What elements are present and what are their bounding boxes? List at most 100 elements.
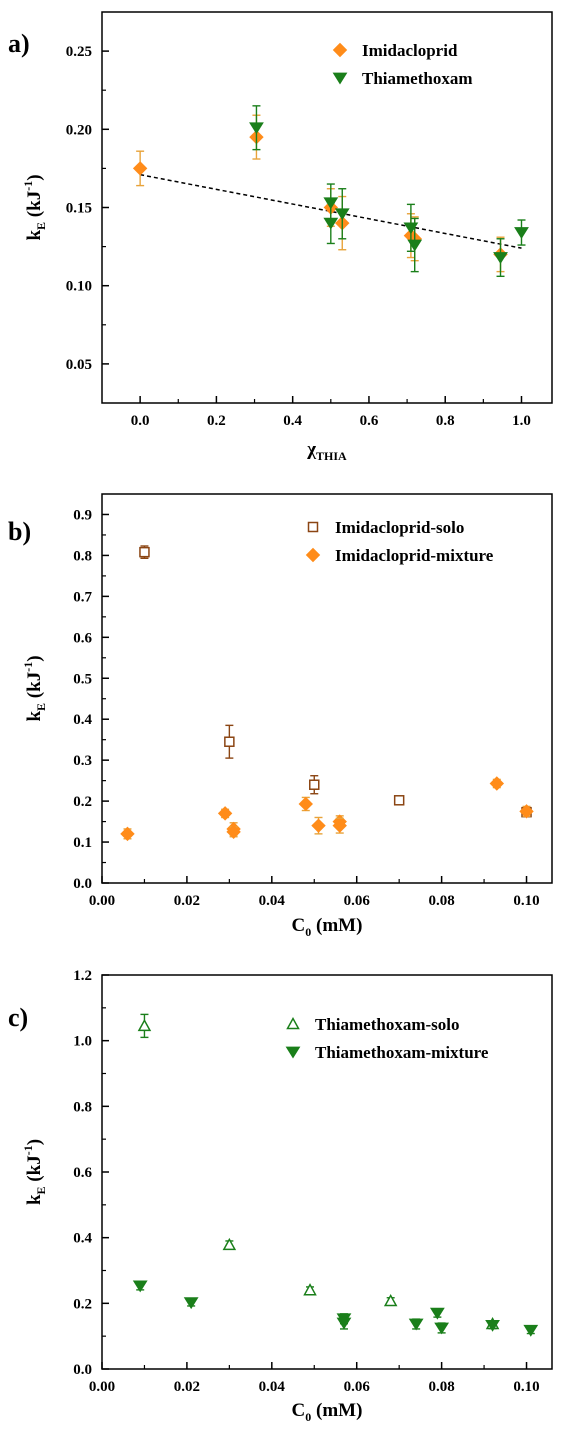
y-tick-label: 1.0 xyxy=(73,1034,92,1050)
y-tick-label: 0.8 xyxy=(73,548,92,564)
x-axis-label-main: C xyxy=(292,1400,306,1421)
x-tick-label: 0.02 xyxy=(174,1379,200,1395)
data-point xyxy=(298,796,313,812)
legend-label: Thiamethoxam xyxy=(362,69,473,88)
y-tick-label: 0.25 xyxy=(66,44,92,60)
x-tick-label: 0.02 xyxy=(174,893,200,909)
y-tick-label: 0.9 xyxy=(73,507,92,523)
x-tick-label: 0.6 xyxy=(360,413,379,429)
legend-marker xyxy=(307,521,319,533)
y-axis-label-main: k xyxy=(24,1194,45,1205)
panel-1: 0.00 0.02 0.04 0.06 0.08 0.10 0.0 0.1 0.2 0.3 0.4 0… xyxy=(8,493,553,939)
legend-marker xyxy=(305,547,321,563)
x-tick-label: 0.8 xyxy=(436,413,455,429)
y-axis-label-sub: E xyxy=(34,1186,48,1194)
x-axis-label: C0 (mM) xyxy=(292,915,363,939)
x-tick-label: 0.00 xyxy=(89,1379,115,1395)
y-tick-label: 0.8 xyxy=(73,1099,92,1115)
y-axis-label: kE (kJ-1) xyxy=(21,1139,48,1205)
y-tick-label: 0.20 xyxy=(66,122,92,138)
y-axis-label-sup: -1 xyxy=(21,181,35,191)
legend-marker xyxy=(286,1016,300,1030)
y-axis-label-sup: -1 xyxy=(21,662,35,672)
data-point xyxy=(336,1317,352,1330)
y-tick-label: 0.4 xyxy=(73,712,92,728)
x-axis-label-sub: THIA xyxy=(316,449,347,463)
series-imidacloprid xyxy=(132,114,508,273)
y-axis-label-unit: (kJ xyxy=(24,1155,45,1186)
data-point xyxy=(323,217,339,230)
y-axis-label-main: k xyxy=(24,230,45,241)
x-tick-label: 1.0 xyxy=(512,413,531,429)
data-point xyxy=(224,736,235,747)
y-axis-label: kE (kJ-1) xyxy=(21,174,48,240)
legend-label: Imidacloprid-solo xyxy=(335,518,464,537)
data-point xyxy=(523,1324,539,1337)
y-tick-label: 0.7 xyxy=(73,589,92,605)
data-point xyxy=(226,824,241,840)
data-point xyxy=(137,1018,152,1032)
y-tick-label: 0.0 xyxy=(73,1362,92,1378)
y-tick-label: 0.6 xyxy=(73,1165,92,1181)
x-tick-label: 0.04 xyxy=(259,1379,286,1395)
panel-label: b) xyxy=(8,517,31,546)
data-point xyxy=(514,227,529,239)
x-tick-label: 0.2 xyxy=(207,413,226,429)
data-point xyxy=(493,252,508,265)
y-tick-label: 0.2 xyxy=(73,1296,92,1312)
legend-label: Thiamethoxam-mixture xyxy=(315,1043,489,1062)
data-point xyxy=(485,1319,500,1332)
series-thiamethoxam xyxy=(249,105,529,278)
data-point xyxy=(303,1283,317,1296)
x-tick-label: 0.06 xyxy=(344,1379,371,1395)
y-axis-label-unit: (kJ xyxy=(24,672,45,703)
y-tick-label: 0.0 xyxy=(73,876,92,892)
plot-frame xyxy=(101,493,553,884)
data-point xyxy=(429,1307,445,1320)
y-tick-label: 0.2 xyxy=(73,794,92,810)
legend-label: Imidacloprid-mixture xyxy=(335,546,494,565)
data-point xyxy=(139,546,150,558)
y-tick-label: 0.1 xyxy=(73,835,92,851)
data-point xyxy=(407,239,423,252)
panel-0: 0.0 0.2 0.4 0.6 0.8 1.0 0.05 0.10 0.15 0.20 0.25 a)… xyxy=(8,11,553,463)
data-point xyxy=(311,818,326,833)
x-tick-label: 0.04 xyxy=(259,893,286,909)
data-point xyxy=(120,826,135,842)
y-axis-label: kE (kJ-1) xyxy=(21,655,48,721)
x-tick-label: 0.10 xyxy=(513,1379,539,1395)
legend-marker xyxy=(332,42,348,58)
y-tick-label: 0.5 xyxy=(73,671,92,687)
y-axis-label-close: ) xyxy=(24,655,45,661)
y-axis-label-sup: -1 xyxy=(21,1145,35,1155)
y-tick-label: 1.2 xyxy=(73,968,92,984)
data-point xyxy=(393,795,405,806)
data-point xyxy=(132,161,148,176)
x-axis-label-unit: (mM) xyxy=(311,1400,362,1421)
series-thiamethoxam-mixture xyxy=(132,1280,539,1337)
y-tick-label: 0.05 xyxy=(66,357,92,373)
data-point xyxy=(332,818,347,833)
x-axis-label-main: C xyxy=(292,915,306,936)
data-point xyxy=(408,1318,424,1331)
y-axis-label-close: ) xyxy=(24,174,45,180)
x-tick-label: 0.4 xyxy=(283,413,302,429)
data-point xyxy=(132,1280,148,1293)
x-tick-label: 0.10 xyxy=(513,893,539,909)
panel-2: 0.00 0.02 0.04 0.06 0.08 0.10 0.0 0.2 0.4 0.6 0.8 1… xyxy=(8,968,553,1424)
data-point xyxy=(334,208,350,221)
data-point xyxy=(489,776,505,791)
x-axis-label: χTHIA xyxy=(306,439,347,463)
series-imidacloprid-solo xyxy=(139,545,532,818)
y-axis-label-sub: E xyxy=(34,703,48,711)
x-tick-label: 0.08 xyxy=(428,893,454,909)
panel-label: a) xyxy=(8,29,30,58)
y-tick-label: 0.4 xyxy=(73,1231,92,1247)
data-point xyxy=(309,779,320,790)
y-axis-label-main: k xyxy=(24,711,45,722)
data-point xyxy=(222,1237,237,1251)
data-point xyxy=(434,1322,450,1335)
y-tick-label: 0.15 xyxy=(66,201,92,217)
x-axis-label-sub: 0 xyxy=(305,1410,311,1424)
